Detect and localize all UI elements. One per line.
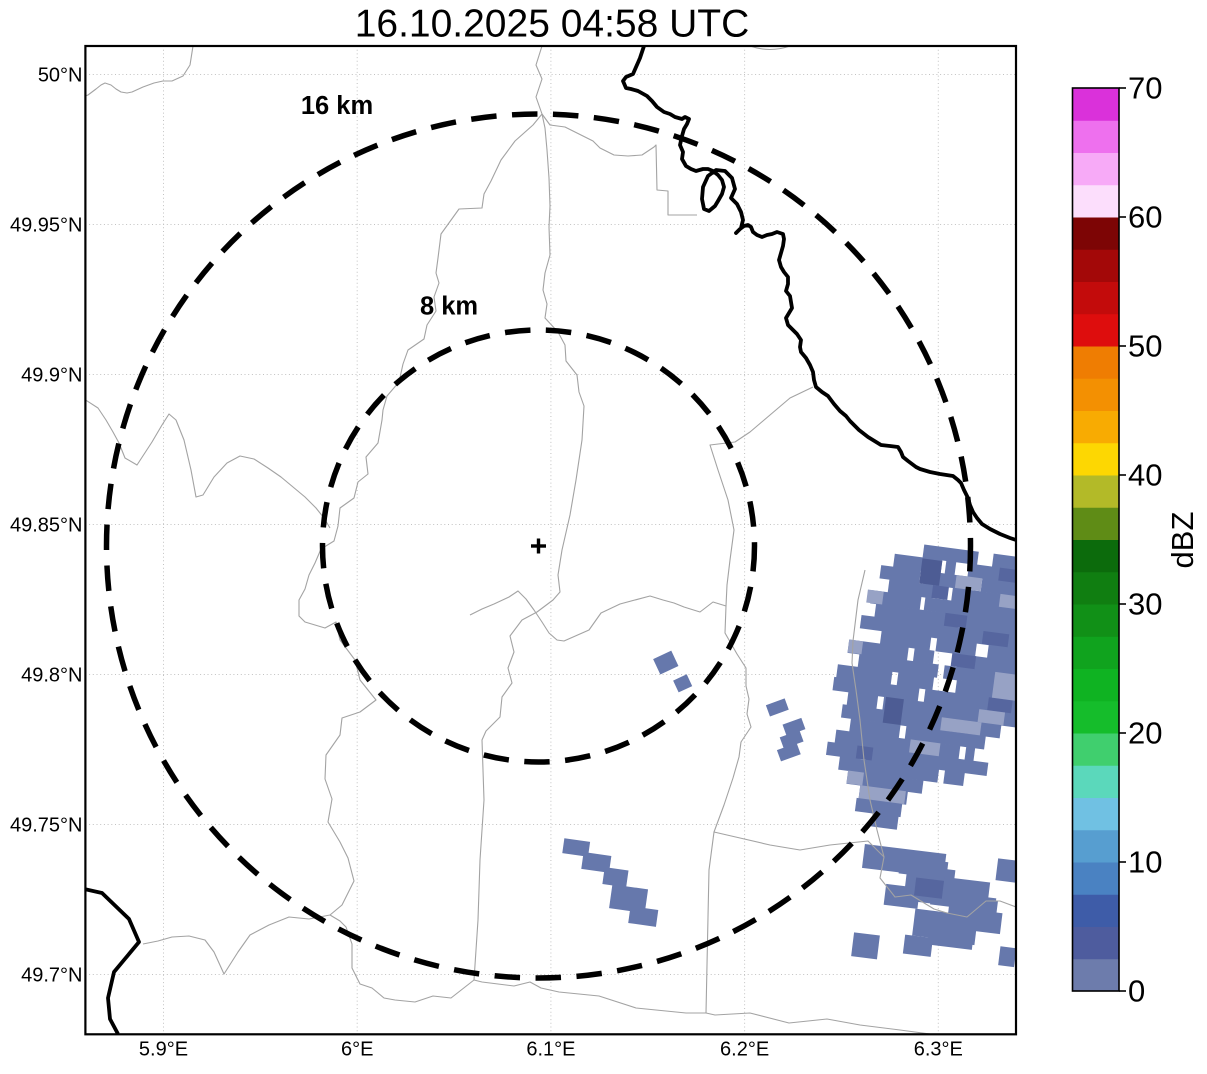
svg-text:8 km: 8 km bbox=[420, 293, 478, 321]
svg-text:5.9°E: 5.9°E bbox=[139, 1039, 188, 1061]
svg-text:70: 70 bbox=[1128, 71, 1162, 106]
svg-text:6.1°E: 6.1°E bbox=[526, 1039, 575, 1061]
svg-text:49.95°N: 49.95°N bbox=[10, 215, 83, 237]
svg-text:16.10.2025 04:58 UTC: 16.10.2025 04:58 UTC bbox=[355, 3, 750, 46]
svg-text:50°N: 50°N bbox=[38, 65, 83, 87]
svg-text:49.7°N: 49.7°N bbox=[21, 965, 82, 987]
svg-text:40: 40 bbox=[1128, 458, 1162, 493]
svg-text:16 km: 16 km bbox=[301, 92, 373, 120]
svg-text:49.75°N: 49.75°N bbox=[10, 815, 83, 837]
svg-text:20: 20 bbox=[1128, 716, 1162, 751]
svg-text:49.8°N: 49.8°N bbox=[21, 665, 82, 687]
svg-text:60: 60 bbox=[1128, 200, 1162, 235]
svg-text:50: 50 bbox=[1128, 329, 1162, 364]
svg-text:49.85°N: 49.85°N bbox=[10, 515, 83, 537]
svg-text:0: 0 bbox=[1128, 974, 1145, 1009]
svg-text:6.2°E: 6.2°E bbox=[720, 1039, 769, 1061]
svg-text:6.3°E: 6.3°E bbox=[914, 1039, 963, 1061]
svg-text:10: 10 bbox=[1128, 845, 1162, 880]
svg-text:6°E: 6°E bbox=[341, 1039, 373, 1061]
svg-text:49.9°N: 49.9°N bbox=[21, 365, 82, 387]
svg-text:30: 30 bbox=[1128, 587, 1162, 622]
svg-text:dBZ: dBZ bbox=[1165, 512, 1200, 569]
